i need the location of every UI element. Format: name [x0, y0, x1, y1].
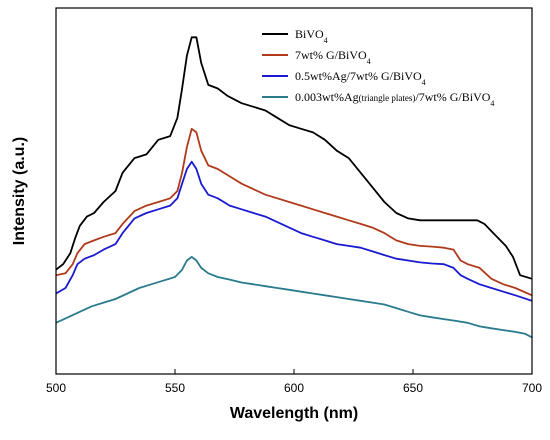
legend-label: BiVO4	[295, 27, 328, 45]
x-tick-label: 700	[522, 381, 542, 395]
x-axis-ticks: 500 550 600 650 700	[46, 369, 542, 395]
legend-item-2: 7wt% G/BiVO4	[262, 48, 371, 66]
series-line-4	[55, 255, 533, 339]
legend-item-3: 0.5wt%Ag/7wt% G/BiVO4	[262, 69, 426, 87]
x-tick-label: 500	[46, 381, 66, 395]
plot-series-group	[55, 36, 533, 339]
series-line-2	[55, 127, 533, 297]
plot-frame	[55, 7, 533, 375]
legend-label: 7wt% G/BiVO4	[295, 48, 371, 66]
x-tick-label: 600	[284, 381, 304, 395]
series-line-1	[55, 36, 533, 280]
legend-item-4: 0.003wt%Ag(triangle plates)/7wt% G/BiVO4	[262, 90, 494, 108]
x-tick-label: 550	[165, 381, 185, 395]
series-line-3	[55, 160, 533, 302]
x-tick-label: 650	[403, 381, 423, 395]
x-axis-title: Wavelength (nm)	[230, 405, 358, 422]
legend-label: 0.003wt%Ag(triangle plates)/7wt% G/BiVO4	[295, 90, 494, 108]
y-axis-title: Intensity (a.u.)	[11, 137, 28, 245]
legend: BiVO4 7wt% G/BiVO4 0.5wt%Ag/7wt% G/BiVO4 0.…	[262, 27, 494, 108]
legend-label: 0.5wt%Ag/7wt% G/BiVO4	[295, 69, 426, 87]
legend-item-1: BiVO4	[262, 27, 328, 45]
